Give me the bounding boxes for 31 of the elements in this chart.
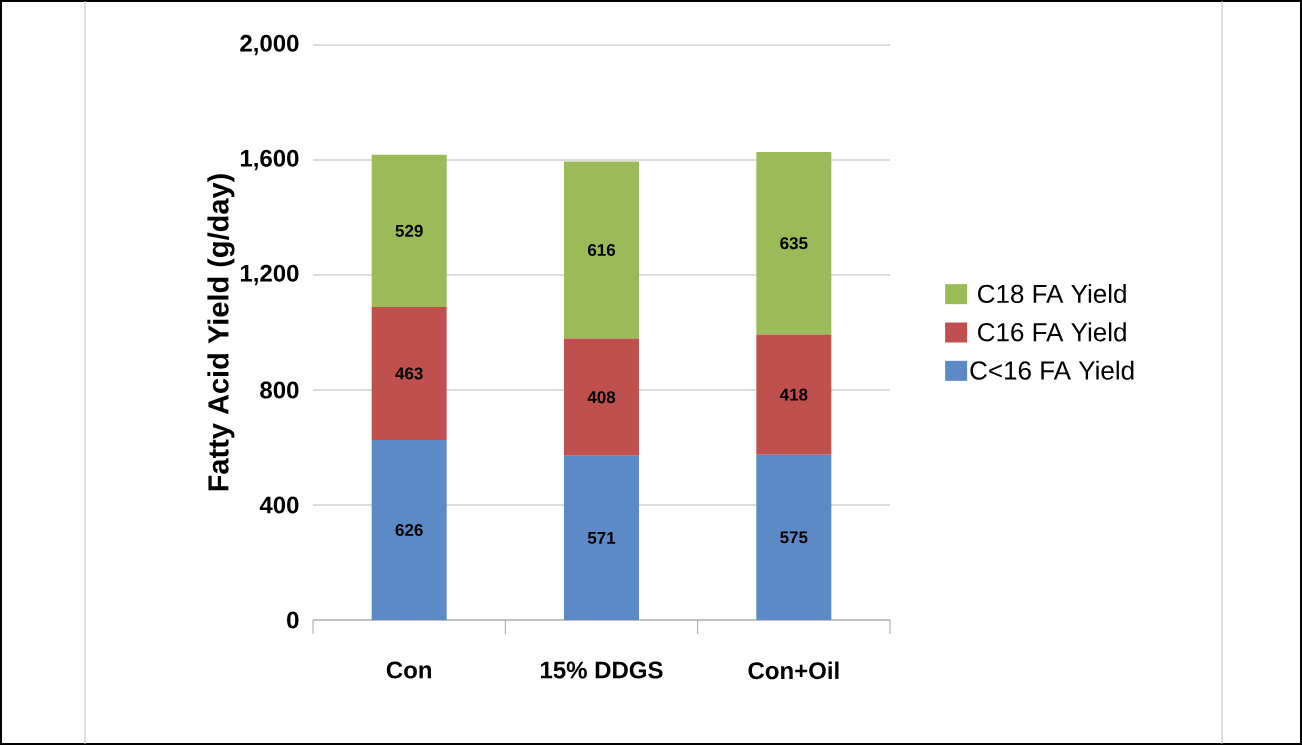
y-tick-label: 1,600: [240, 149, 299, 171]
legend-label: C16 FA Yield: [978, 322, 1126, 342]
x-tick-label: Con: [386, 661, 432, 679]
bar: [564, 338, 639, 456]
bar: [756, 454, 832, 620]
y-axis-title: Fatty Acid Yield (g/day): [207, 174, 235, 491]
bar: [371, 306, 447, 441]
bar: [756, 151, 832, 335]
y-tick-label: 2,000: [240, 34, 299, 56]
data-label: 529: [395, 224, 423, 237]
y-tick-label: 800: [260, 381, 299, 399]
bar: [756, 334, 832, 455]
legend-label: C<16 FA Yield: [970, 360, 1134, 380]
x-tick-label: 15% DDGS: [540, 661, 663, 679]
bar: [371, 154, 447, 307]
y-tick-label: 400: [259, 496, 299, 514]
data-label: 635: [780, 237, 808, 250]
y-tick-label: 1,200: [240, 264, 299, 286]
data-label: 626: [395, 523, 423, 537]
bar: [564, 455, 639, 620]
bar: [371, 440, 447, 620]
x-tick-label: Con+Oil: [748, 661, 839, 680]
legend-label: C18 FA Yield: [978, 283, 1126, 304]
data-label: 571: [587, 531, 616, 544]
data-label: 463: [395, 367, 423, 380]
data-label: 418: [779, 388, 808, 401]
y-tick-label: 0: [287, 611, 299, 629]
data-label: 575: [780, 531, 808, 544]
bar: [564, 161, 639, 339]
data-label: 408: [587, 391, 616, 404]
data-label: 616: [587, 243, 616, 257]
